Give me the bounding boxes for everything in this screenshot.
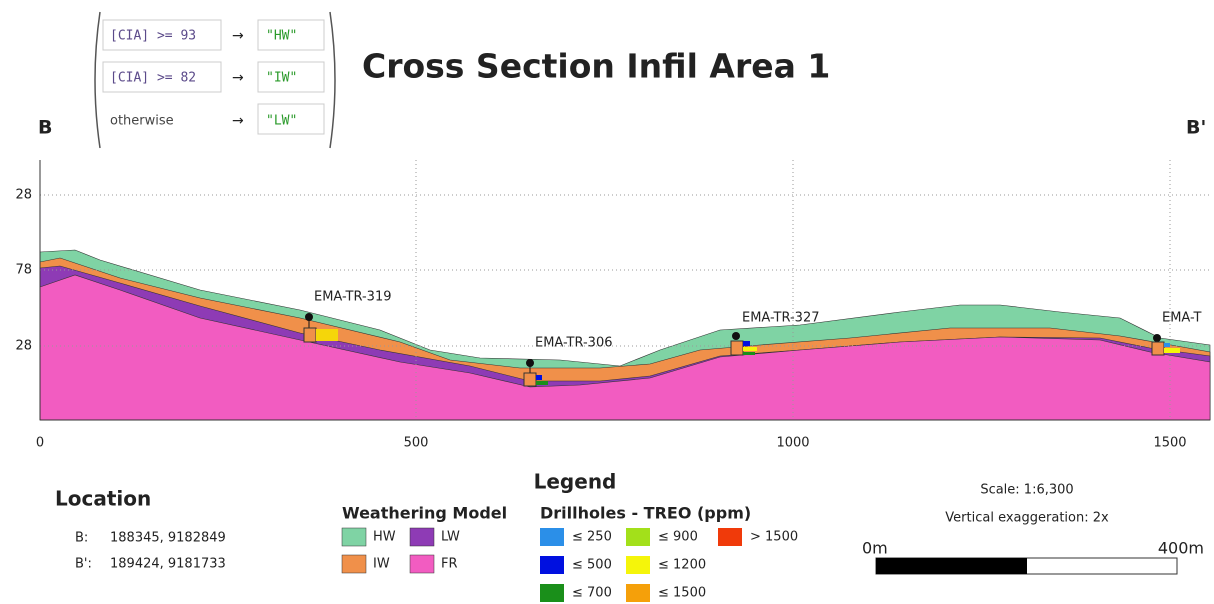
swatch (342, 528, 366, 546)
location-title: Location (55, 487, 151, 511)
y-tick-label: 78 (15, 263, 32, 278)
drillholes-title: Drillholes - TREO (ppm) (540, 504, 751, 523)
legend-label: ≤ 700 (572, 586, 612, 601)
collar (732, 332, 740, 340)
title: Cross Section Infil Area 1 (362, 47, 830, 86)
hole-box (731, 341, 743, 355)
swatch (626, 528, 650, 546)
weathering-title: Weathering Model (342, 504, 507, 523)
swatch (342, 555, 366, 573)
legend-label: ≤ 250 (572, 530, 612, 545)
swatch (718, 528, 742, 546)
y-tick-label: 28 (15, 188, 32, 203)
scale-bar-fill (876, 558, 1027, 574)
swatch (540, 528, 564, 546)
treo-bar (743, 347, 757, 351)
legend-label: ≤ 500 (572, 558, 612, 573)
treo-bar (743, 341, 750, 346)
location-label: B': (75, 557, 92, 572)
result: "IW" (266, 71, 297, 86)
location-coords: 188345, 9182849 (110, 531, 226, 546)
y-tick-label: 28 (15, 339, 32, 354)
swatch (540, 556, 564, 574)
drillhole-label: EMA-T (1162, 311, 1202, 326)
swatch (626, 556, 650, 574)
legend-label: IW (373, 557, 390, 572)
layers (40, 250, 1210, 420)
legend-label: ≤ 1200 (658, 558, 706, 573)
legend-label: ≤ 1500 (658, 586, 706, 601)
scale-start: 0m (862, 539, 888, 558)
page: [CIA] >= 93 → "HW" [CIA] >= 82 → "IW" ot… (0, 0, 1214, 604)
treo-bar (1164, 348, 1180, 353)
swatch (626, 584, 650, 602)
legend-label: HW (373, 530, 396, 545)
figure: [CIA] >= 93 → "HW" [CIA] >= 82 → "IW" ot… (0, 0, 1214, 604)
hole-box (304, 328, 316, 342)
swatch (540, 584, 564, 602)
treo-bar (316, 329, 338, 341)
legend-label: ≤ 900 (658, 530, 698, 545)
condition: otherwise (110, 114, 174, 129)
x-tick-label: 500 (404, 436, 429, 451)
x-tick-label: 1500 (1153, 436, 1186, 451)
condition: [CIA] >= 82 (110, 71, 196, 86)
location-coords: 189424, 9181733 (110, 557, 226, 572)
scale-exaggeration: Vertical exaggeration: 2x (945, 511, 1109, 526)
swatch (410, 555, 434, 573)
location-label: B: (75, 531, 88, 546)
expression: [CIA] >= 93 → "HW" [CIA] >= 82 → "IW" ot… (103, 20, 324, 134)
legend-label: > 1500 (750, 530, 798, 545)
collar (1153, 334, 1161, 342)
result: "HW" (266, 29, 297, 44)
hole-box (524, 373, 536, 386)
result: "LW" (266, 114, 297, 129)
treo-bar (536, 375, 542, 380)
scale-ratio: Scale: 1:6,300 (980, 483, 1073, 498)
section-start: B (38, 117, 52, 139)
section-end: B' (1186, 117, 1206, 139)
x-tick-label: 0 (36, 436, 44, 451)
condition: [CIA] >= 93 (110, 29, 196, 44)
scale-end: 400m (1158, 539, 1204, 558)
x-tick-label: 1000 (776, 436, 809, 451)
drillhole-label: EMA-TR-306 (535, 336, 613, 351)
arrow: → (232, 113, 244, 129)
hole-box (1152, 342, 1164, 355)
drillhole-label: EMA-TR-319 (314, 290, 392, 305)
treo-bar (536, 381, 548, 385)
drillhole-label: EMA-TR-327 (742, 311, 820, 326)
arrow: → (232, 28, 244, 44)
legend-label: LW (441, 530, 460, 545)
arrow: → (232, 70, 244, 86)
legend-label: FR (441, 557, 458, 572)
treo-bar (743, 352, 755, 355)
treo-bar (1164, 343, 1170, 347)
legend-title: Legend (534, 470, 617, 494)
swatch (410, 528, 434, 546)
